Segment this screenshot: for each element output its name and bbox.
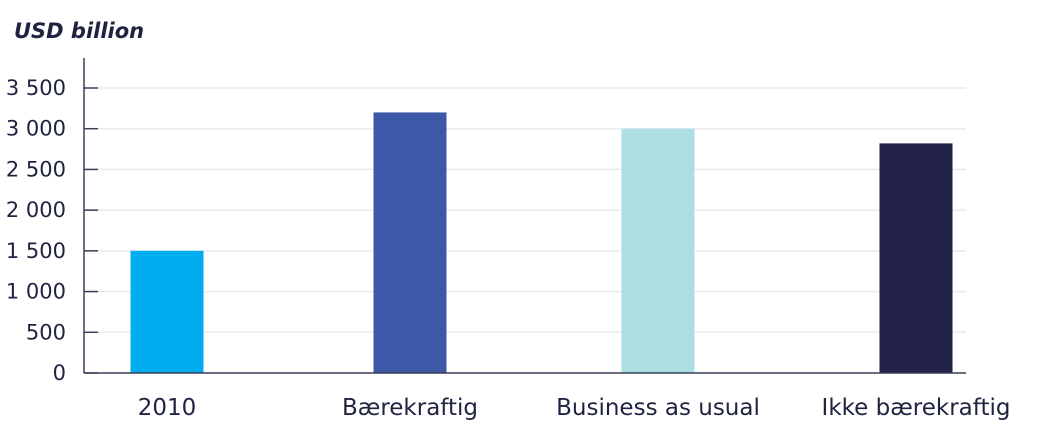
- y-tick-label: 3 500: [6, 76, 66, 100]
- x-axis-ticks: 2010 Bærekraftig Business as usual Ikke bær…: [138, 395, 1011, 421]
- x-tick-label: 2010: [138, 395, 197, 421]
- y-tick-label: 2 500: [6, 157, 66, 181]
- y-axis-label: USD billion: [14, 19, 144, 43]
- bar-3: [621, 128, 695, 373]
- bar-4: [879, 143, 953, 373]
- y-tick-label: 1 500: [6, 239, 66, 263]
- y-tick-label: 2 000: [6, 198, 66, 222]
- x-tick-label: Business as usual: [556, 395, 760, 421]
- bar-1: [130, 250, 204, 373]
- bar-2: [373, 112, 447, 373]
- y-tick-label: 1 000: [6, 280, 66, 304]
- y-tick-label: 0: [53, 361, 66, 385]
- bars: [130, 112, 953, 373]
- y-axis-ticks: 0 500 1 000 1 500 2 000 2 500 3 000 3 500: [6, 76, 66, 385]
- gridlines: [84, 87, 966, 334]
- axes: [83, 58, 966, 374]
- y-tick-label: 3 000: [6, 117, 66, 141]
- y-tick-label: 500: [26, 320, 66, 344]
- x-tick-label: Ikke bærekraftig: [822, 395, 1011, 421]
- x-tick-label: Bærekraftig: [342, 395, 478, 421]
